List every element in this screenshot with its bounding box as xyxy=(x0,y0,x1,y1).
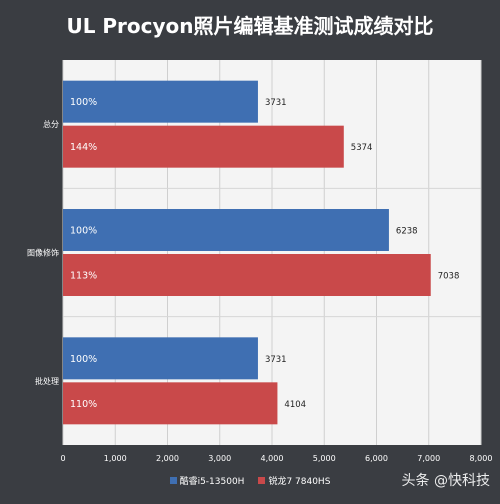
category-label: 总分 xyxy=(43,119,59,129)
x-tick-label: 8,000 xyxy=(470,454,493,463)
category-label: 图像修饰 xyxy=(27,248,59,258)
legend-item-series-2: 锐龙7 7840HS xyxy=(258,474,330,487)
x-tick-label: 4,000 xyxy=(261,454,284,463)
x-tick-label: 0 xyxy=(60,454,65,463)
bar-value-label: 4104 xyxy=(284,400,306,410)
legend-swatch-series-1 xyxy=(169,477,177,484)
x-tick-label: 2,000 xyxy=(156,454,179,463)
bar-series-2 xyxy=(63,382,278,425)
bar-percent-label: 100% xyxy=(70,97,97,108)
bar-series-2 xyxy=(63,254,431,296)
watermark-handle: 头条 @快科技 xyxy=(401,473,490,489)
bar-series-1 xyxy=(63,337,258,380)
bar-value-label: 3731 xyxy=(265,98,287,108)
bar-value-label: 5374 xyxy=(351,143,373,153)
bar-percent-label: 144% xyxy=(70,142,97,153)
bar-value-label: 3731 xyxy=(265,355,287,365)
legend-label-series-2: 锐龙7 7840HS xyxy=(268,477,331,487)
bar-series-2 xyxy=(63,125,344,168)
x-tick-label: 3,000 xyxy=(208,454,231,463)
x-tick-label: 1,000 xyxy=(104,454,127,463)
bar-value-label: 7038 xyxy=(438,272,460,282)
bar-series-1 xyxy=(63,80,258,123)
bar-percent-label: 113% xyxy=(70,271,97,282)
legend-swatch-series-2 xyxy=(258,477,266,484)
x-tick-label: 7,000 xyxy=(417,454,440,463)
category-label: 批处理 xyxy=(35,376,59,386)
bar-percent-label: 110% xyxy=(70,399,97,410)
legend-label-series-1: 酷睿i5-13500H xyxy=(179,477,245,487)
bar-percent-label: 100% xyxy=(70,226,97,237)
bar-value-label: 6238 xyxy=(396,227,418,237)
chart-title: UL Procyon照片编辑基准测试成绩对比 xyxy=(66,14,434,38)
x-tick-label: 6,000 xyxy=(365,454,388,463)
legend: 酷睿i5-13500H 锐龙7 7840HS xyxy=(0,474,500,487)
legend-item-series-1: 酷睿i5-13500H xyxy=(169,474,245,487)
bar-series-1 xyxy=(63,209,389,251)
x-tick-label: 5,000 xyxy=(313,454,336,463)
bar-percent-label: 100% xyxy=(70,354,97,365)
